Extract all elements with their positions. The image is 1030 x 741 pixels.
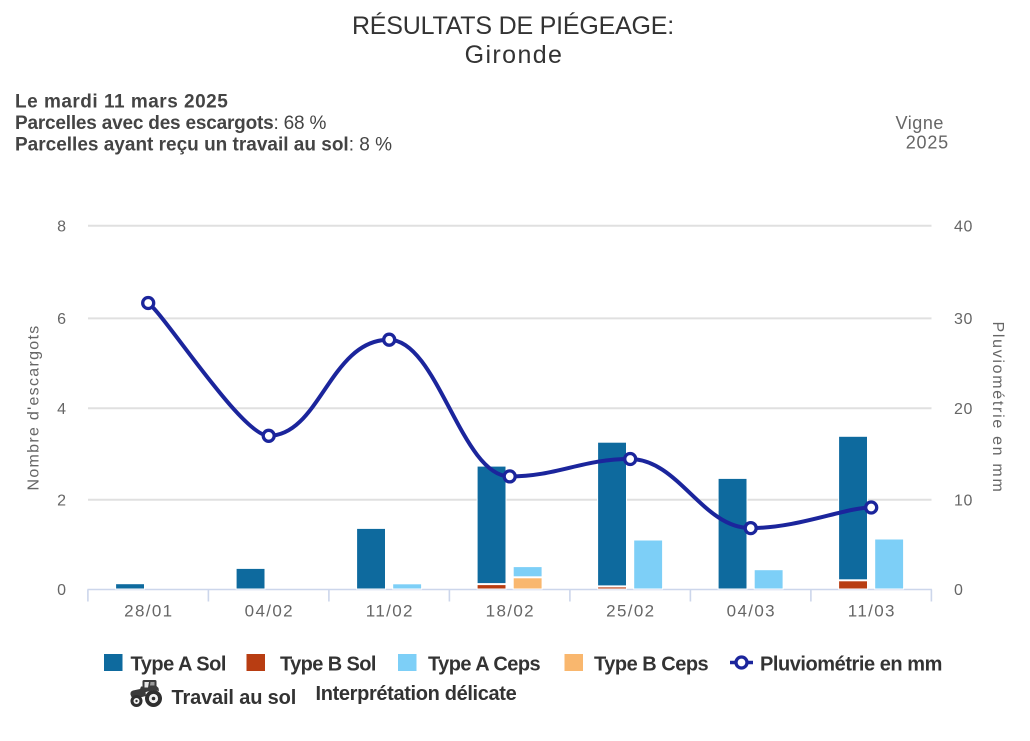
- svg-text:Type A Sol: Type A Sol: [131, 654, 226, 676]
- svg-text:4: 4: [57, 401, 66, 418]
- svg-text:2: 2: [57, 492, 66, 509]
- svg-text:RÉSULTATS DE PIÉGEAGE:: RÉSULTATS DE PIÉGEAGE:: [352, 11, 674, 40]
- svg-text:11/02: 11/02: [366, 601, 414, 620]
- svg-text:2025: 2025: [906, 133, 949, 153]
- svg-text:Vigne: Vigne: [896, 113, 944, 133]
- svg-text:Parcelles ayant reçu un travai: Parcelles ayant reçu un travail au sol: …: [15, 135, 392, 156]
- svg-text:Pluviométrie en mm: Pluviométrie en mm: [989, 322, 1006, 494]
- svg-text:18/02: 18/02: [486, 601, 535, 620]
- svg-text:40: 40: [954, 218, 973, 235]
- svg-text:Pluviométrie en mm: Pluviométrie en mm: [760, 654, 942, 676]
- svg-text:Nombre d'escargots: Nombre d'escargots: [26, 324, 43, 490]
- svg-text:11/03: 11/03: [848, 601, 896, 620]
- svg-text:Le mardi 11 mars 2025: Le mardi 11 mars 2025: [15, 92, 228, 113]
- svg-text:Travail au sol: Travail au sol: [172, 687, 297, 709]
- svg-text:30: 30: [954, 311, 973, 328]
- svg-text:20: 20: [954, 401, 973, 418]
- svg-text:Gironde: Gironde: [465, 41, 564, 69]
- svg-text:28/01: 28/01: [124, 601, 173, 620]
- svg-text:04/03: 04/03: [727, 601, 776, 620]
- svg-text:04/02: 04/02: [245, 601, 294, 620]
- svg-text:10: 10: [954, 492, 973, 509]
- svg-text:8: 8: [57, 218, 66, 235]
- svg-text:Interprétation délicate: Interprétation délicate: [316, 683, 517, 705]
- svg-text:Type B Ceps: Type B Ceps: [594, 654, 709, 676]
- svg-text:25/02: 25/02: [606, 601, 655, 620]
- svg-text:Type A Ceps: Type A Ceps: [428, 654, 541, 676]
- svg-text:6: 6: [57, 311, 66, 328]
- svg-text:0: 0: [57, 582, 66, 599]
- svg-text:Type B Sol: Type B Sol: [280, 654, 376, 676]
- svg-text:0: 0: [954, 582, 964, 599]
- svg-text:Parcelles avec des escargots:: Parcelles avec des escargots: 68 %: [15, 113, 326, 134]
